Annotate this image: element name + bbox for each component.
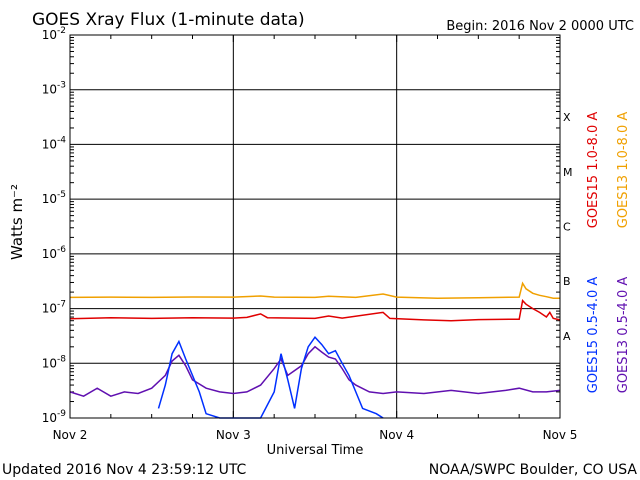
x-tick-label: Nov 2	[53, 428, 88, 442]
y-tick-label: 10-3	[42, 81, 66, 97]
legend-entry: GOES13 1.0-8.0 A	[616, 112, 631, 229]
y-tick-label: 10-9	[42, 409, 67, 425]
y-tick-label: 10-6	[42, 245, 67, 261]
flare-class-label: M	[563, 166, 573, 179]
y-tick-label: 10-8	[42, 354, 67, 370]
updated-time: Updated 2016 Nov 4 23:59:12 UTC	[2, 462, 247, 478]
x-tick-labels: Nov 2 Nov 3 Nov 4 Nov 5	[53, 428, 578, 442]
legend-entry: GOES15 0.5-4.0 A	[586, 277, 601, 394]
legend-entry: GOES13 0.5-4.0 A	[616, 277, 631, 394]
legend: GOES15 1.0-8.0 A GOES13 1.0-8.0 A GOES15 0…	[586, 112, 631, 394]
x-axis-label: Universal Time	[267, 443, 364, 458]
flare-class-label: B	[563, 275, 571, 288]
series-line	[69, 345, 561, 398]
series-layer	[69, 281, 561, 419]
y-axis-label: Watts m⁻²	[8, 184, 26, 260]
source-credit: NOAA/SWPC Boulder, CO USA	[429, 462, 638, 478]
plot-grid	[69, 35, 561, 418]
plot-frame	[69, 34, 561, 419]
series-line	[69, 299, 561, 322]
y-tick-label: 10-2	[42, 26, 66, 42]
flare-class-label: C	[563, 221, 571, 234]
chart-title: GOES Xray Flux (1-minute data)	[32, 10, 305, 30]
y-tick-label: 10-5	[42, 190, 66, 206]
flare-class-labels: A B C M X	[563, 111, 573, 343]
flare-class-label: A	[563, 330, 571, 343]
y-tick-label: 10-7	[42, 300, 66, 316]
series-line	[69, 281, 560, 299]
y-tick-labels: 10-9 10-8 10-7 10-6 10-5 10-4 10-3 10-2	[42, 26, 67, 425]
x-tick-label: Nov 4	[379, 428, 414, 442]
series-line	[157, 336, 384, 419]
flare-class-label: X	[563, 111, 571, 124]
x-tick-label: Nov 5	[543, 428, 578, 442]
x-tick-label: Nov 3	[216, 428, 251, 442]
legend-entry: GOES15 1.0-8.0 A	[586, 112, 601, 229]
begin-time: Begin: 2016 Nov 2 0000 UTC	[446, 19, 634, 34]
y-tick-label: 10-4	[42, 135, 67, 151]
